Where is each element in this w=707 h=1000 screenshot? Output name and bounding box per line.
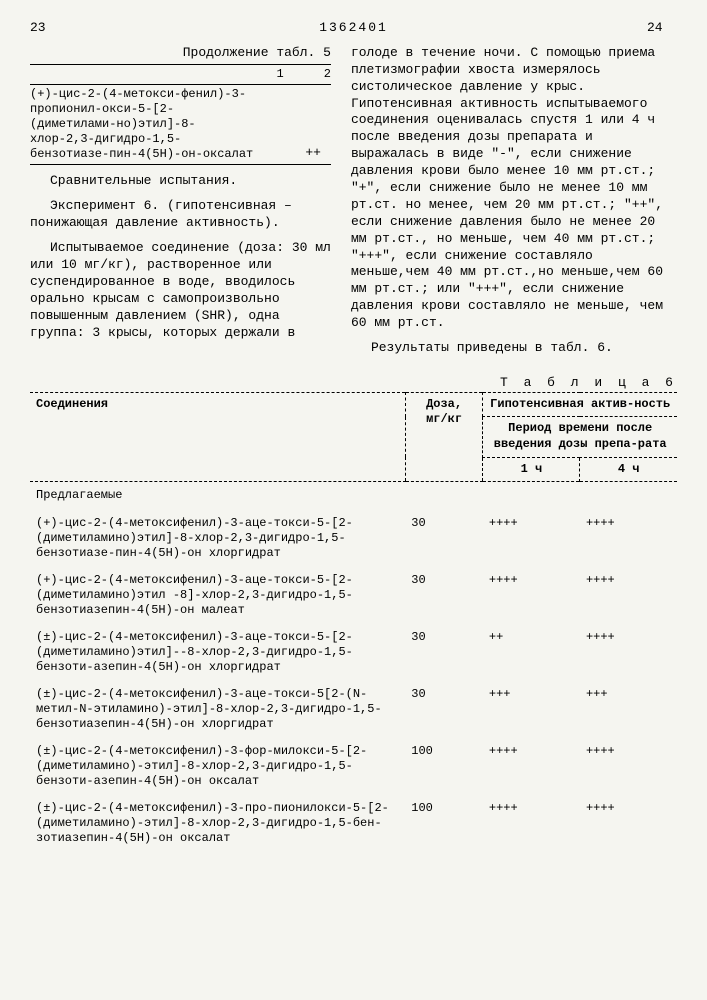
th-dose: Доза, мг/кг xyxy=(405,392,483,481)
right-column: голоде в течение ночи. С помощью приема … xyxy=(351,45,677,365)
rule xyxy=(30,64,331,65)
rule xyxy=(30,164,331,165)
compound-name: (+)-цис-2-(4-метоксифенил)-3-аце-токси-5… xyxy=(30,510,405,567)
paragraph: Испытываемое соединение (доза: 30 мл или… xyxy=(30,240,331,341)
paragraph: Эксперимент 6. (гипотенсивная – понижающ… xyxy=(30,198,331,232)
table6-title: Т а б л и ц а 6 xyxy=(30,375,677,392)
paragraph: голоде в течение ночи. С помощью приема … xyxy=(351,45,677,332)
th-period: Период времени после введения дозы препа… xyxy=(483,417,677,457)
table-row: (±)-цис-2-(4-метоксифенил)-3-аце-токси-5… xyxy=(30,681,677,738)
table5-value: ++ xyxy=(305,145,331,162)
table5-col-nums: 1 2 xyxy=(30,67,331,83)
page-header: 23 1362401 24 xyxy=(30,20,677,37)
table-row: (+)-цис-2-(4-метоксифенил)-3-аце-токси-5… xyxy=(30,567,677,624)
activity-1h: ++++ xyxy=(483,738,580,795)
compound-name: (±)-цис-2-(4-метоксифенил)-3-аце-токси-5… xyxy=(30,681,405,738)
dose-value: 30 xyxy=(405,510,483,567)
dose-value: 30 xyxy=(405,624,483,681)
th-activity: Гипотенсивная актив-ность xyxy=(483,392,677,417)
compound-name: (±)-цис-2-(4-метоксифенил)-3-про-пионило… xyxy=(30,795,405,852)
table5-row: (+)-цис-2-(4-метокси-фенил)-3-пропионил-… xyxy=(30,87,331,162)
table-row: (±)-цис-2-(4-метоксифенил)-3-аце-токси-5… xyxy=(30,624,677,681)
activity-4h: +++ xyxy=(580,681,677,738)
th-1h: 1 ч xyxy=(483,457,580,482)
page-right: 24 xyxy=(647,20,677,37)
paragraph: Сравнительные испытания. xyxy=(30,173,331,190)
document-number: 1362401 xyxy=(319,20,388,37)
table-row: (+)-цис-2-(4-метоксифенил)-3-аце-токси-5… xyxy=(30,510,677,567)
table-row: (±)-цис-2-(4-метоксифенил)-3-фор-милокси… xyxy=(30,738,677,795)
table5-compound: (+)-цис-2-(4-метокси-фенил)-3-пропионил-… xyxy=(30,87,256,162)
activity-1h: ++++ xyxy=(483,510,580,567)
left-column: Продолжение табл. 5 1 2 (+)-цис-2-(4-мет… xyxy=(30,45,331,365)
compound-name: (±)-цис-2-(4-метоксифенил)-3-фор-милокси… xyxy=(30,738,405,795)
table6: Соединения Доза, мг/кг Гипотенсивная акт… xyxy=(30,392,677,852)
dose-value: 100 xyxy=(405,795,483,852)
compound-name: (+)-цис-2-(4-метоксифенил)-3-аце-токси-5… xyxy=(30,567,405,624)
section-label: Предлагаемые xyxy=(30,482,677,510)
activity-1h: +++ xyxy=(483,681,580,738)
activity-4h: ++++ xyxy=(580,738,677,795)
table-header-row: Соединения Доза, мг/кг Гипотенсивная акт… xyxy=(30,392,677,417)
activity-4h: ++++ xyxy=(580,795,677,852)
activity-1h: ++++ xyxy=(483,795,580,852)
dose-value: 100 xyxy=(405,738,483,795)
table-row: (±)-цис-2-(4-метоксифенил)-3-про-пионило… xyxy=(30,795,677,852)
dose-value: 30 xyxy=(405,567,483,624)
page-left: 23 xyxy=(30,20,60,37)
activity-4h: ++++ xyxy=(580,510,677,567)
table-section-row: Предлагаемые xyxy=(30,482,677,510)
activity-4h: ++++ xyxy=(580,624,677,681)
rule xyxy=(30,84,331,85)
activity-1h: ++++ xyxy=(483,567,580,624)
activity-4h: ++++ xyxy=(580,567,677,624)
th-compounds: Соединения xyxy=(30,392,405,481)
col-num: 1 xyxy=(277,67,284,83)
th-4h: 4 ч xyxy=(580,457,677,482)
two-column-section: Продолжение табл. 5 1 2 (+)-цис-2-(4-мет… xyxy=(30,45,677,365)
compound-name: (±)-цис-2-(4-метоксифенил)-3-аце-токси-5… xyxy=(30,624,405,681)
dose-value: 30 xyxy=(405,681,483,738)
paragraph: Результаты приведены в табл. 6. xyxy=(351,340,677,357)
table5-caption: Продолжение табл. 5 xyxy=(30,45,331,62)
col-num: 2 xyxy=(324,67,331,83)
activity-1h: ++ xyxy=(483,624,580,681)
